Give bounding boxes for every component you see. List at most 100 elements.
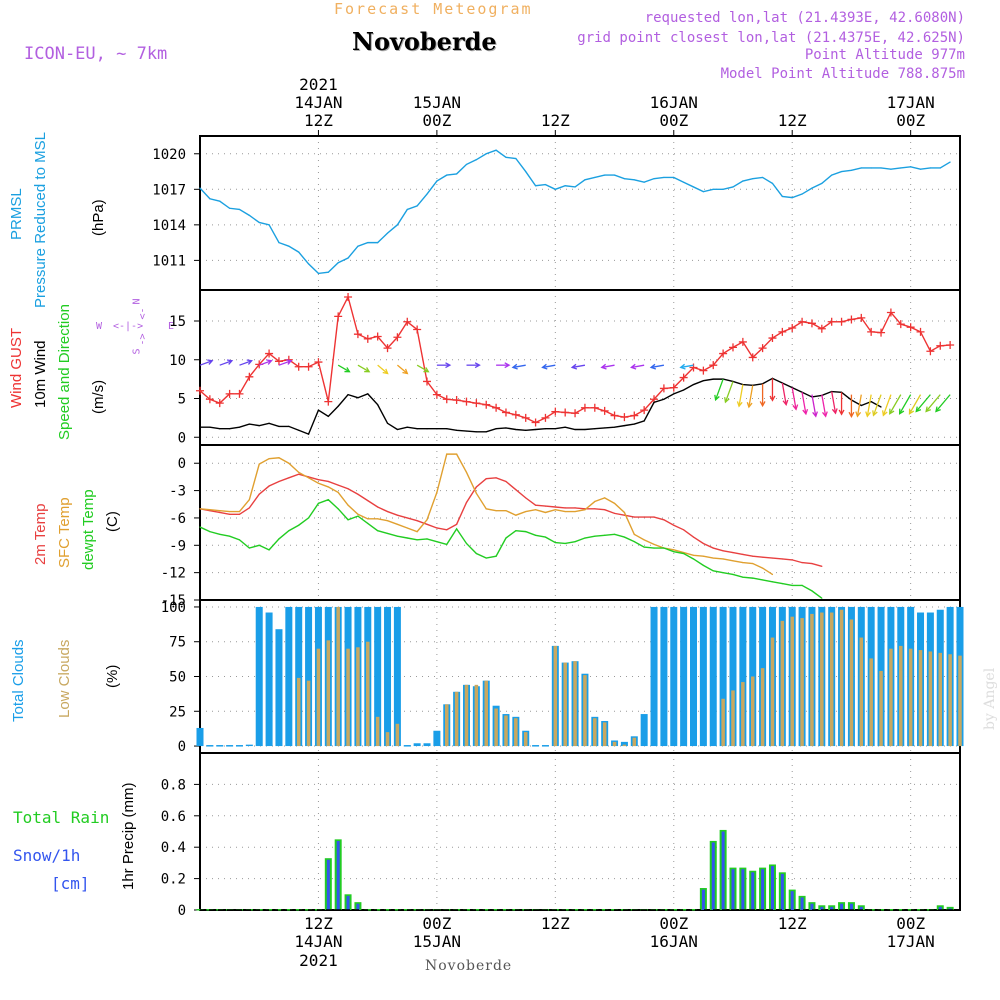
- gust-point: [926, 347, 935, 356]
- clouds-bar-outer: [680, 606, 688, 747]
- gust-point: [837, 317, 846, 326]
- x-tick-label: 12Z: [541, 914, 570, 933]
- clouds-bar-inner: [593, 718, 597, 747]
- tsfc-point: [594, 500, 596, 503]
- gust-point: [886, 308, 895, 317]
- wind-arrow: [357, 364, 370, 373]
- precip-bars: [196, 829, 954, 911]
- gust-point: [334, 312, 343, 321]
- precip-bar-outer: [877, 909, 885, 911]
- t2m-point: [525, 497, 527, 499]
- pressure-point: [367, 242, 369, 244]
- dewpt-point: [377, 530, 379, 532]
- tsfc-point: [643, 539, 645, 541]
- dewpt-point: [238, 539, 241, 541]
- wind-arrow: [258, 360, 272, 366]
- dewpt-point: [752, 577, 754, 579]
- clouds-bar-outer: [413, 743, 421, 747]
- clouds-bar-outer: [403, 745, 411, 747]
- tsfc-point: [278, 457, 280, 459]
- dewpt-point: [653, 547, 655, 549]
- x-tick-label: 2021: [299, 951, 338, 970]
- pressure-point: [426, 193, 428, 195]
- dewpt-point: [367, 522, 369, 525]
- dewpt-point: [525, 531, 527, 533]
- clouds-bar-inner: [316, 648, 321, 747]
- precipitation-frame: [199, 752, 961, 911]
- t2m-point: [327, 480, 329, 483]
- y-tick-label: 0.4: [161, 840, 186, 856]
- dewpt-point: [406, 537, 408, 539]
- wind10m-point: [406, 426, 408, 428]
- dewpt-point: [544, 536, 547, 538]
- wind10m-point: [209, 426, 211, 428]
- gust-point: [314, 358, 323, 367]
- gust-point: [600, 406, 609, 415]
- dewpt-line: [199, 498, 823, 599]
- clouds-bar-inner: [908, 648, 913, 747]
- gust-point: [571, 409, 580, 418]
- t2m-point: [248, 507, 250, 509]
- pressure-point: [663, 176, 665, 179]
- dewpt-point: [781, 582, 783, 585]
- clouds-bar-outer: [206, 745, 214, 747]
- wind10m-point: [327, 415, 329, 417]
- clouds-bar-inner: [385, 732, 390, 747]
- wind-arrow: [935, 394, 951, 412]
- tsfc-point: [742, 562, 744, 564]
- temperature-frame: [199, 444, 961, 601]
- compass-e: E: [168, 321, 175, 332]
- pressure-point: [860, 167, 862, 169]
- pressure-point: [564, 185, 566, 187]
- gust-point: [363, 334, 372, 343]
- wind10m-point: [248, 423, 250, 425]
- t2m-point: [505, 480, 507, 483]
- gust-point: [748, 353, 757, 362]
- gust-point: [373, 332, 382, 341]
- wind-arrow: [866, 394, 872, 417]
- pressure-point: [416, 205, 418, 207]
- wind10m-point: [367, 393, 369, 395]
- clouds-bar-inner: [474, 684, 479, 747]
- tsfc-point: [229, 510, 231, 513]
- wind-arrow: [811, 394, 817, 417]
- t2m-point: [673, 524, 675, 526]
- wind-arrow: [791, 387, 797, 410]
- pressure-series: [199, 149, 951, 275]
- wind-arrowhead: [679, 363, 686, 370]
- t2m-point: [604, 509, 606, 511]
- precipitation-panel: 0 0.2 0.4 0.6 0.8: [161, 752, 961, 919]
- wind10m-point: [298, 429, 300, 431]
- gust-point: [452, 396, 461, 405]
- dewpt-point: [643, 546, 645, 548]
- wind10m-point: [574, 428, 576, 431]
- y-tick-label: 100: [161, 600, 186, 616]
- t2m-point: [238, 513, 241, 515]
- wind-arrowhead: [889, 408, 895, 415]
- pressure-point: [821, 182, 823, 184]
- tsfc-point: [673, 549, 675, 551]
- gust-point: [827, 317, 836, 326]
- wind10m-point: [416, 428, 418, 430]
- wind-arrowhead: [872, 410, 878, 417]
- tsfc-point: [416, 531, 418, 533]
- clouds-bar-outer: [532, 745, 540, 747]
- gust-point: [590, 403, 599, 412]
- gust-point: [719, 349, 728, 358]
- gust-point: [304, 362, 313, 371]
- tsfc-point: [307, 477, 310, 479]
- dewpt-point: [436, 541, 438, 543]
- wind-arrowhead: [246, 359, 253, 365]
- tsfc-point: [258, 463, 260, 465]
- wind-arrowhead: [649, 363, 657, 370]
- clouds-bar-outer: [196, 727, 204, 747]
- pressure-point: [623, 178, 626, 180]
- wind-arrow: [831, 391, 837, 414]
- wind-arrowhead: [802, 409, 809, 416]
- gust-point: [936, 341, 945, 350]
- tsfc-point: [485, 508, 487, 510]
- tsfc-line: [199, 453, 773, 576]
- wind-arrow: [925, 394, 941, 412]
- t2m-point: [377, 506, 379, 508]
- t2m-point: [426, 523, 428, 525]
